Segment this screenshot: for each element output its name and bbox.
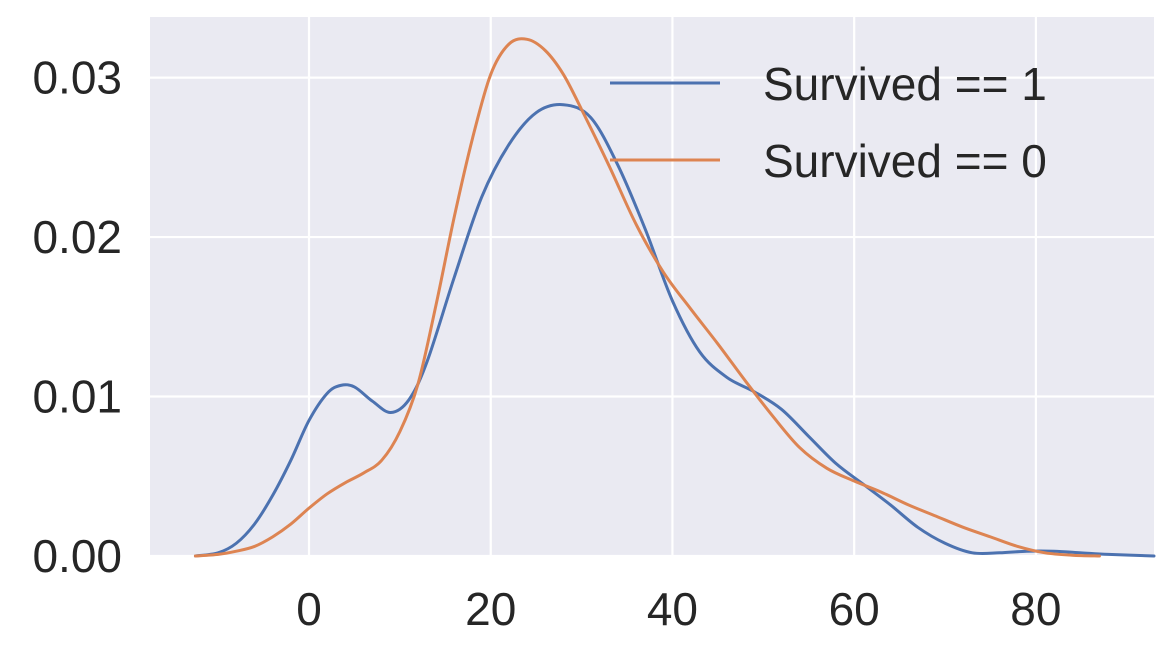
plot-area xyxy=(150,17,1154,556)
x-axis-tick-labels: 0 20 40 60 80 xyxy=(296,583,1061,635)
y-tick-label: 0.02 xyxy=(32,211,122,263)
legend: Survived == 1 Survived == 0 xyxy=(610,58,1047,187)
legend-label-0: Survived == 1 xyxy=(763,58,1047,110)
series-line-0 xyxy=(193,103,1156,558)
legend-label-1: Survived == 0 xyxy=(763,135,1047,187)
x-tick-label: 0 xyxy=(296,583,322,635)
x-tick-label: 60 xyxy=(829,583,880,635)
x-tick-label: 80 xyxy=(1010,583,1061,635)
y-tick-label: 0.03 xyxy=(32,52,122,104)
series-lines xyxy=(193,37,1156,558)
y-gridlines xyxy=(150,76,1154,558)
x-tick-label: 20 xyxy=(465,583,516,635)
x-tick-label: 40 xyxy=(647,583,698,635)
y-axis-tick-labels: 0.00 0.01 0.02 0.03 xyxy=(32,52,122,582)
y-tick-label: 0.01 xyxy=(32,371,122,423)
y-tick-label: 0.00 xyxy=(32,530,122,582)
series-line-1 xyxy=(193,37,1101,558)
